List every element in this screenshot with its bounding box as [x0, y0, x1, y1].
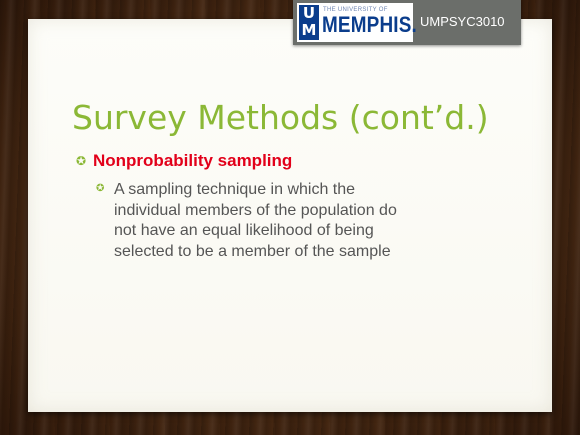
bullet-icon: ✪ [76, 150, 86, 172]
logo-memphis-text: MEMPHIS. [322, 12, 417, 38]
bullet-heading: Nonprobability sampling [93, 150, 292, 172]
sub-bullet-line: individual members of the population do [114, 201, 484, 222]
sub-bullet-text: A sampling technique in which the indivi… [114, 180, 484, 262]
sub-bullet-line: A sampling technique in which the [114, 180, 484, 201]
logo-u-letter: U [299, 6, 319, 21]
slide-title: Survey Methods (cont’d.) [72, 98, 489, 138]
course-code: UMPSYC3010 [420, 14, 505, 30]
sub-bullet-line: selected to be a member of the sample [114, 242, 484, 263]
university-logo: U M THE UNIVERSITY OF MEMPHIS. [297, 3, 413, 42]
sub-bullet-line: not have an equal likelihood of being [114, 221, 484, 242]
logo-m-letter: M [299, 23, 319, 38]
logo-um-mark: U M [299, 5, 319, 40]
sub-bullet-icon: ✪ [96, 179, 104, 199]
